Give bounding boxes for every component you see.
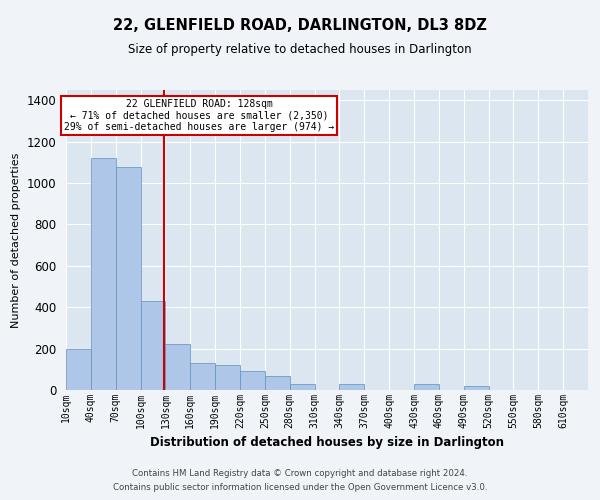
Text: Contains HM Land Registry data © Crown copyright and database right 2024.: Contains HM Land Registry data © Crown c… — [132, 468, 468, 477]
Bar — [340, 384, 364, 390]
Text: 22 GLENFIELD ROAD: 128sqm
← 71% of detached houses are smaller (2,350)
29% of se: 22 GLENFIELD ROAD: 128sqm ← 71% of detac… — [64, 99, 334, 132]
X-axis label: Distribution of detached houses by size in Darlington: Distribution of detached houses by size … — [150, 436, 504, 450]
Bar — [116, 166, 140, 390]
Text: 22, GLENFIELD ROAD, DARLINGTON, DL3 8DZ: 22, GLENFIELD ROAD, DARLINGTON, DL3 8DZ — [113, 18, 487, 32]
Bar — [140, 301, 166, 390]
Bar — [290, 384, 314, 390]
Bar — [91, 158, 116, 390]
Bar — [66, 348, 91, 390]
Y-axis label: Number of detached properties: Number of detached properties — [11, 152, 21, 328]
Bar — [215, 365, 240, 390]
Bar — [414, 384, 439, 390]
Text: Contains public sector information licensed under the Open Government Licence v3: Contains public sector information licen… — [113, 484, 487, 492]
Bar — [190, 363, 215, 390]
Bar — [166, 344, 190, 390]
Text: Size of property relative to detached houses in Darlington: Size of property relative to detached ho… — [128, 42, 472, 56]
Bar — [464, 386, 488, 390]
Bar — [240, 372, 265, 390]
Bar — [265, 376, 290, 390]
